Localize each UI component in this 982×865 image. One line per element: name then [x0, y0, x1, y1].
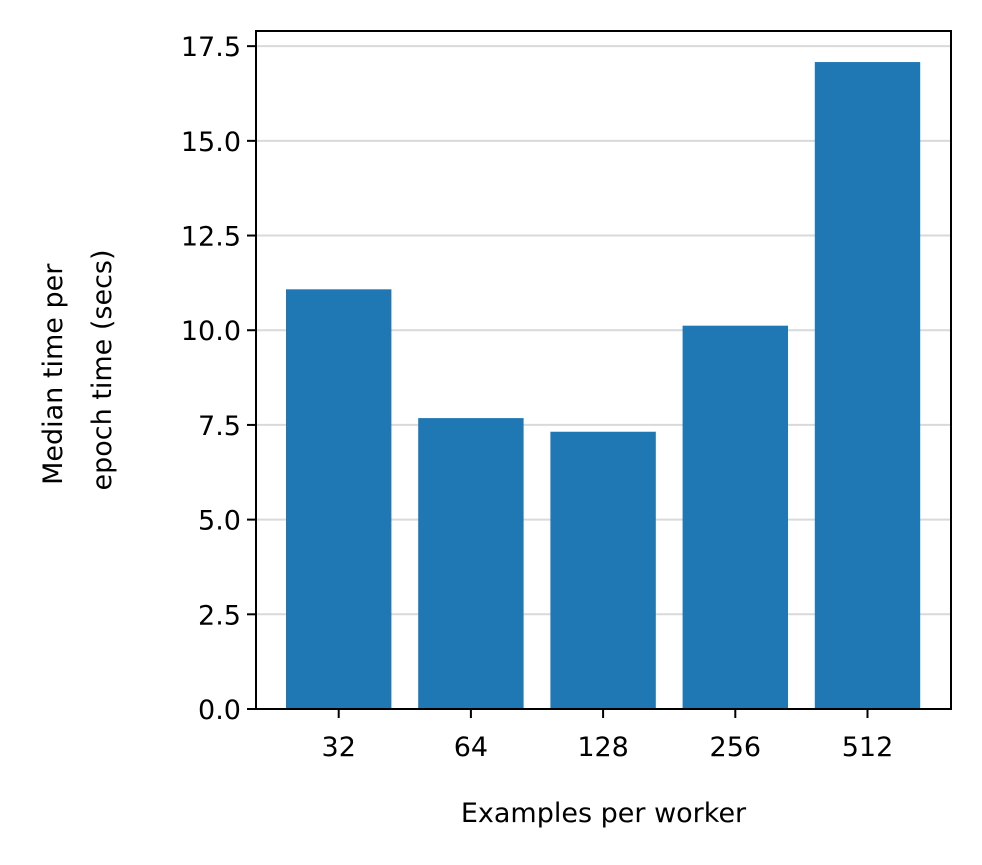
y-tick-label: 7.5 [198, 411, 241, 442]
y-tick-label: 15.0 [181, 127, 241, 158]
y-axis-label-line-1: Median time per [38, 263, 69, 485]
x-tick-label: 128 [577, 732, 629, 763]
x-tick-label: 512 [842, 732, 894, 763]
y-axis-label-line-2: epoch time (secs) [87, 249, 118, 490]
x-axis-label: Examples per worker [461, 798, 747, 829]
x-axis-ticks: 32 64 128 256 512 [322, 709, 894, 763]
y-tick-label: 17.5 [181, 32, 241, 63]
bars [286, 62, 921, 710]
x-tick-label: 256 [710, 732, 762, 763]
bar-512 [814, 62, 921, 710]
bar-32 [286, 289, 392, 709]
y-tick-label: 12.5 [181, 222, 241, 253]
y-tick-label: 10.0 [181, 316, 241, 347]
y-tick-label: 5.0 [198, 506, 241, 537]
y-tick-label: 2.5 [198, 600, 241, 631]
x-tick-label: 64 [454, 732, 488, 763]
x-tick-label: 32 [322, 732, 356, 763]
y-tick-label: 0.0 [198, 695, 241, 726]
bar-256 [682, 325, 788, 709]
bar-64 [418, 418, 524, 709]
bar-128 [550, 431, 656, 709]
y-axis-ticks: 0.0 2.5 5.0 7.5 10.0 12.5 15.0 17.5 [181, 32, 256, 726]
y-axis-label: Median time per epoch time (secs) [38, 249, 118, 490]
